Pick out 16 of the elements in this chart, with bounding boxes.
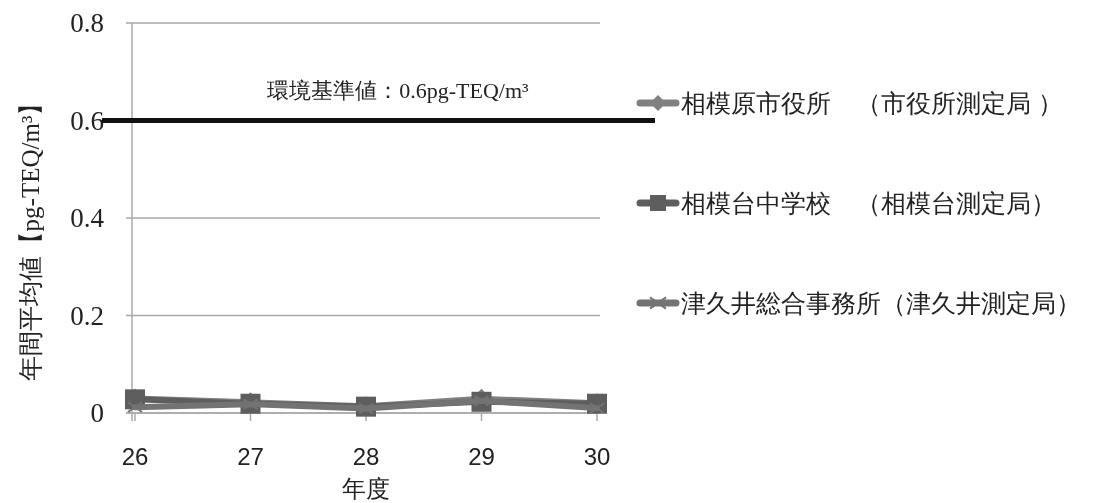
x-tick-label: 30 xyxy=(583,442,611,470)
x-tick-label: 27 xyxy=(237,442,264,470)
ref-line-label: 環境基準値：0.6pg-TEQ/m³ xyxy=(267,78,529,103)
x-tick-label: 29 xyxy=(468,442,495,470)
legend-label: 相模原市役所 （市役所測定局 ） xyxy=(681,89,1063,117)
y-axis-title: 年間平均値【pg-TEQ/m³】 xyxy=(16,90,44,382)
y-tick-label: 0 xyxy=(90,398,104,428)
y-tick-label: 0.6 xyxy=(70,105,104,136)
x-tick-label: 26 xyxy=(121,442,149,470)
x-tick-label: 28 xyxy=(352,442,380,470)
x-axis-title: 年度 xyxy=(342,476,390,502)
y-tick-label: 0.8 xyxy=(70,8,104,38)
y-tick-label: 0.2 xyxy=(70,300,104,331)
y-tick-label: 0.4 xyxy=(70,203,104,233)
legend-label: 相模台中学校 （相模台測定局） xyxy=(681,189,1056,217)
legend-label: 津久井総合事務所（津久井測定局） xyxy=(681,289,1081,317)
